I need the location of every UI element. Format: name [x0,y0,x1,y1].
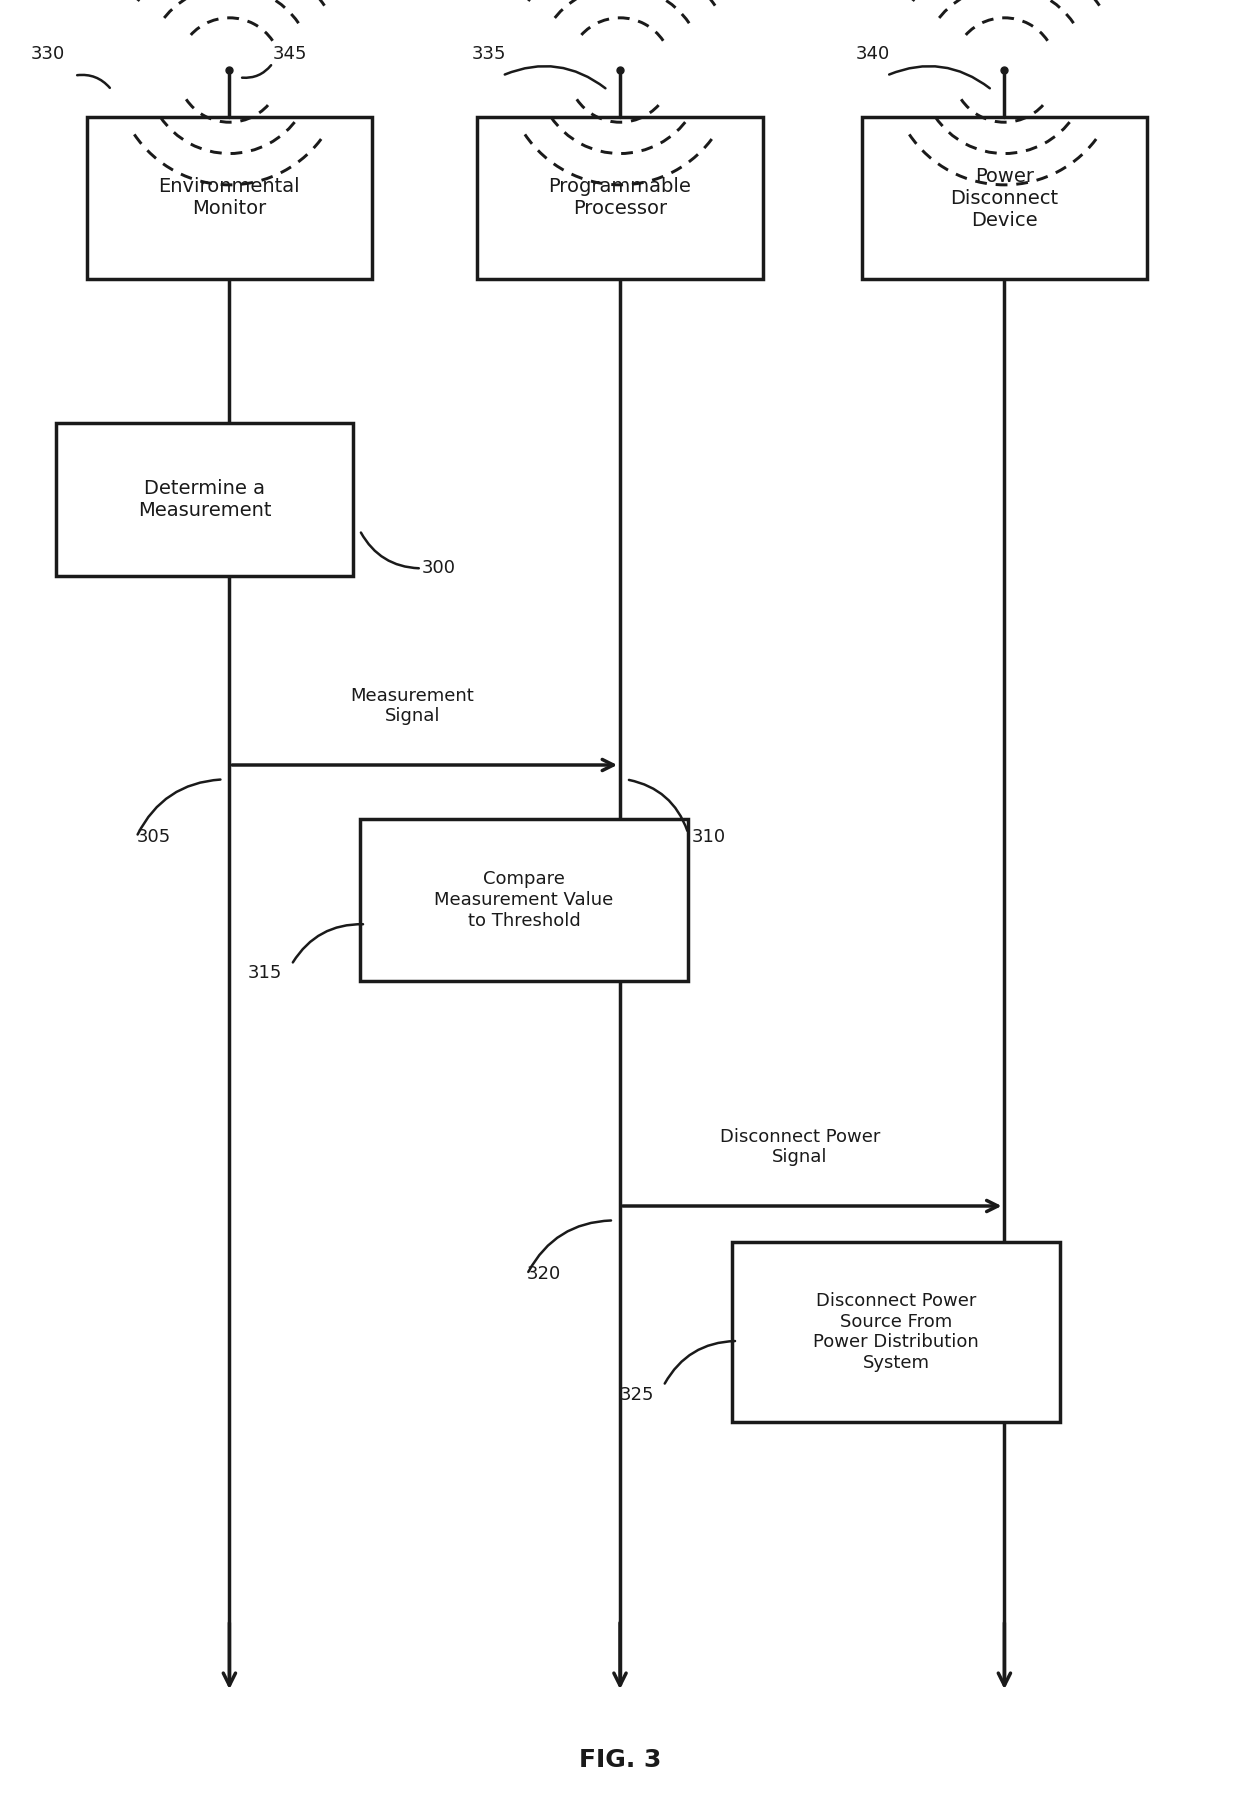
FancyBboxPatch shape [862,117,1147,279]
Text: 300: 300 [422,560,455,578]
Text: Disconnect Power
Source From
Power Distribution
System: Disconnect Power Source From Power Distr… [813,1292,978,1372]
Text: 310: 310 [692,828,727,846]
FancyBboxPatch shape [732,1242,1060,1422]
Text: 315: 315 [248,965,283,983]
Text: 340: 340 [856,45,890,63]
FancyBboxPatch shape [87,117,372,279]
FancyBboxPatch shape [360,819,688,981]
Text: Measurement
Signal: Measurement Signal [351,686,474,725]
Text: 330: 330 [31,45,66,63]
Text: 335: 335 [471,45,506,63]
Text: Environmental
Monitor: Environmental Monitor [159,178,300,218]
Text: Power
Disconnect
Device: Power Disconnect Device [950,167,1059,229]
Text: 345: 345 [273,45,308,63]
FancyBboxPatch shape [477,117,763,279]
Text: Disconnect Power
Signal: Disconnect Power Signal [719,1127,880,1166]
Text: Determine a
Measurement: Determine a Measurement [138,479,272,520]
Text: 305: 305 [136,828,171,846]
Text: 320: 320 [527,1265,562,1283]
Text: Programmable
Processor: Programmable Processor [548,178,692,218]
Text: FIG. 3: FIG. 3 [579,1748,661,1773]
Text: 325: 325 [620,1386,655,1404]
FancyBboxPatch shape [56,423,353,576]
Text: Compare
Measurement Value
to Threshold: Compare Measurement Value to Threshold [434,869,614,931]
